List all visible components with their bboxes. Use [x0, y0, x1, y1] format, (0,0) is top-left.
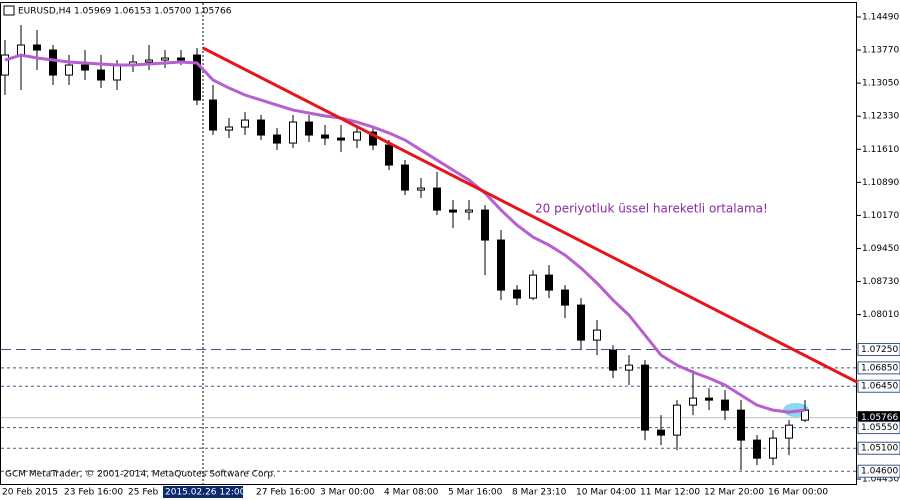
y-tick-label: 1.11610 — [862, 145, 899, 155]
candle-body — [689, 397, 697, 406]
level-label: 1.06450 — [861, 382, 898, 392]
candle-body — [497, 239, 505, 291]
x-tick-label: 23 Feb 16:00 — [64, 488, 123, 498]
candle-body — [81, 64, 89, 71]
candle-body — [737, 409, 745, 441]
x-tick-label: 5 Mar 16:00 — [448, 488, 503, 498]
candle-body — [753, 439, 761, 459]
candle-body — [705, 397, 713, 401]
x-label-highlight — [163, 486, 243, 498]
y-tick-label: 1.08730 — [862, 277, 899, 287]
y-tick-label: 1.04430 — [862, 475, 899, 485]
candle-body — [65, 64, 73, 76]
ema-line — [4, 53, 806, 414]
candle-body — [97, 69, 105, 81]
level-label-box — [857, 379, 900, 393]
x-tick-label: 4 Mar 08:00 — [384, 488, 439, 498]
candle-body — [593, 329, 601, 341]
candle-body — [785, 424, 793, 439]
candle-body — [625, 364, 633, 371]
candle-body — [545, 274, 553, 291]
candle-body — [609, 349, 617, 371]
candle-body — [721, 399, 729, 411]
y-tick-label: 1.14490 — [862, 12, 899, 22]
candle-body — [321, 134, 329, 139]
candle-body — [337, 137, 345, 141]
candle-body — [577, 304, 585, 341]
chart-header: EURUSD,H4 1.05969 1.06153 1.05700 1.0576… — [18, 7, 232, 17]
candle-body — [305, 121, 313, 136]
candle-body — [225, 126, 233, 131]
candle-body — [113, 64, 121, 81]
candle-body — [1, 54, 9, 76]
candle-body — [161, 57, 169, 61]
trend-line — [202, 46, 858, 384]
x-tick-label: 11 Mar 12:00 — [640, 488, 700, 498]
candle-body — [353, 131, 361, 141]
candle-body — [561, 289, 569, 306]
candle-body — [257, 119, 265, 136]
x-tick-label: 8 Mar 23:10 — [512, 488, 567, 498]
candle-body — [433, 187, 441, 211]
x-tick-label: 20 Feb 2015 — [2, 488, 58, 498]
y-tick-label: 1.13050 — [862, 79, 899, 89]
plot-frame — [0, 2, 857, 485]
x-tick-label: 16 Mar 00:00 — [768, 488, 828, 498]
level-label: 1.05100 — [861, 444, 898, 454]
candle-body — [513, 289, 521, 299]
candle-body — [769, 437, 777, 459]
candle-body — [33, 44, 41, 51]
candle-body — [369, 131, 377, 146]
x-tick-label: 2015.02.26 12:00 — [165, 488, 246, 498]
x-tick-label: 10 Mar 04:00 — [576, 488, 636, 498]
x-tick-label: 12 Mar 20:00 — [704, 488, 764, 498]
candle-body — [529, 274, 537, 299]
candle-body — [241, 119, 249, 128]
y-tick-label: 1.13770 — [862, 46, 899, 56]
candle-body — [417, 187, 425, 191]
candle-body — [193, 54, 201, 101]
x-tick-label: 3 Mar 00:00 — [320, 488, 375, 498]
level-label-box — [857, 343, 900, 357]
level-label-box — [857, 421, 900, 435]
candle-body — [401, 164, 409, 191]
candle-body — [481, 209, 489, 241]
candle-body — [273, 134, 281, 144]
x-tick-label: 25 Feb — [128, 488, 159, 498]
candle-body — [657, 429, 665, 436]
candle-body — [177, 57, 185, 61]
candle-body — [385, 144, 393, 166]
y-tick-label: 1.09450 — [862, 244, 899, 254]
footer: GCM MetaTrader, © 2001-2014, MetaQuotes … — [5, 470, 276, 480]
level-label-box — [857, 464, 900, 478]
candle-body — [449, 209, 457, 213]
y-tick-label: 1.10170 — [862, 211, 899, 221]
candle-body — [49, 49, 57, 76]
y-tick-label: 1.12330 — [862, 112, 899, 122]
level-label: 1.05766 — [861, 413, 898, 423]
level-label: 1.06850 — [861, 363, 898, 373]
x-tick-label: 27 Feb 16:00 — [256, 488, 315, 498]
candle-body — [289, 121, 297, 144]
candle-body — [465, 209, 473, 213]
symbol-icon — [3, 5, 15, 16]
level-label: 1.07250 — [861, 345, 898, 355]
level-label: 1.05550 — [861, 423, 898, 433]
candle-body — [673, 404, 681, 436]
y-tick-label: 1.10890 — [862, 178, 899, 188]
level-label-box — [857, 361, 900, 375]
level-label-box — [857, 441, 900, 455]
candle-body — [641, 364, 649, 431]
y-tick-label: 1.08010 — [862, 310, 899, 320]
candle-body — [209, 99, 217, 131]
annotation: 20 periyotluk üssel hareketli ortalama! — [535, 202, 768, 216]
candle-body — [145, 59, 153, 63]
level-label: 1.04600 — [861, 467, 898, 477]
